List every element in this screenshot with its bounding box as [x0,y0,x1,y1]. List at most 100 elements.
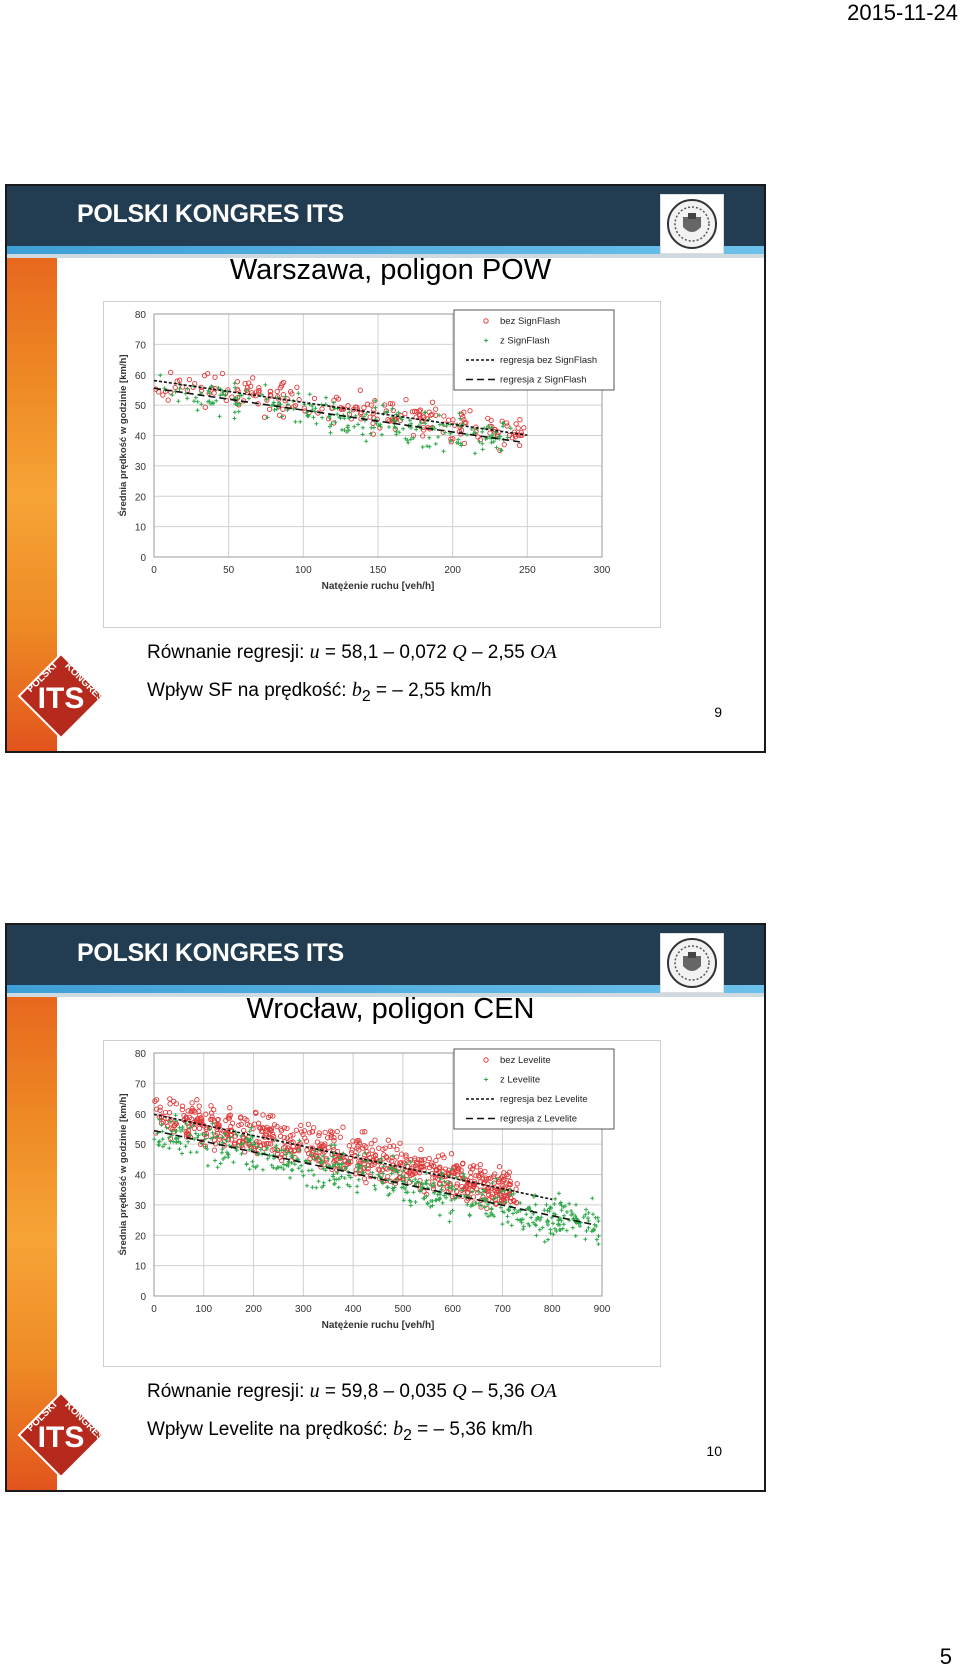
data-point [456,441,461,446]
data-point [376,1159,381,1164]
data-point [516,442,523,449]
data-point [248,390,255,396]
data-point [449,1169,456,1175]
data-point [369,1147,375,1153]
y-tick-label: 50 [135,401,147,412]
data-point [361,1170,366,1175]
data-point [416,413,423,419]
data-point [218,393,223,398]
data-point [373,1187,378,1192]
data-point [533,1222,538,1227]
data-point [397,1140,403,1146]
data-point [196,1103,202,1109]
data-point [216,1122,222,1128]
data-point [470,1189,475,1194]
data-point [462,419,468,426]
data-point [476,1174,483,1180]
data-point [250,375,256,381]
x-tick-label: 300 [295,1304,312,1315]
equation-var-u: u [309,641,320,663]
data-point [521,1224,526,1229]
x-tick-label: 250 [519,565,536,576]
data-point [271,400,276,405]
data-point [365,1151,372,1158]
slide-number: 9 [714,704,722,720]
y-tick-label: 30 [135,462,147,473]
data-point [239,1133,244,1138]
data-point [220,390,225,395]
slide-header: POLSKI KONGRES ITS [7,186,764,246]
header-stripe [7,246,764,254]
data-point [569,1213,574,1217]
data-point [310,404,315,408]
data-point [197,1120,203,1126]
data-point [413,1177,418,1182]
data-point [241,1127,247,1134]
data-point [335,1171,340,1175]
data-point [519,1220,524,1225]
data-point [264,397,269,402]
data-point [232,410,237,415]
data-point [367,414,373,420]
data-point [573,1234,578,1238]
data-point [387,400,393,407]
data-point [434,1167,440,1173]
data-point [246,396,251,401]
data-point [239,1151,244,1156]
y-tick-label: 0 [140,553,146,564]
page-number: 5 [939,1644,952,1669]
data-point [360,1145,366,1151]
data-point [282,1148,287,1153]
data-point [196,1125,203,1132]
data-point [508,426,513,431]
data-point [279,380,285,387]
data-point [354,1138,360,1144]
data-point [376,1145,382,1151]
data-point [293,419,298,424]
data-point [463,1184,469,1190]
data-point [356,1153,361,1158]
data-point [515,425,521,431]
data-point [364,439,369,444]
data-point [495,1195,500,1200]
data-point [293,1127,300,1133]
data-point [414,1181,419,1186]
data-point [489,425,494,430]
data-point [427,435,432,440]
data-point [473,451,477,456]
data-point [212,374,218,380]
data-point [405,1190,410,1195]
data-point [256,1139,262,1145]
data-point [404,1162,409,1167]
data-point [180,1151,184,1156]
data-point [339,1174,344,1179]
data-point [340,406,347,412]
data-point [152,1137,157,1142]
data-point [330,1154,335,1159]
x-tick-label: 100 [295,565,312,576]
data-point [215,1165,220,1170]
data-point [368,431,373,436]
data-point [514,1210,519,1215]
data-point [264,1147,269,1152]
data-point [471,1203,475,1208]
data-point [442,1166,449,1172]
data-point [408,1203,413,1208]
data-point [249,1143,254,1148]
data-point [500,1222,505,1227]
data-point [215,1116,221,1123]
legend-label: bez Levelite [500,1055,551,1066]
header-stripe-light [7,254,764,258]
data-point [465,432,470,437]
data-point [462,1174,467,1179]
data-point [381,1171,386,1176]
data-point [223,1155,227,1160]
data-point [444,1195,449,1200]
data-point [394,1146,400,1153]
data-point [185,1131,192,1137]
data-point [470,1163,477,1169]
data-point [496,1164,503,1170]
data-point [332,1143,337,1148]
impact-var-b: b [393,1418,404,1440]
data-point [309,1129,315,1135]
